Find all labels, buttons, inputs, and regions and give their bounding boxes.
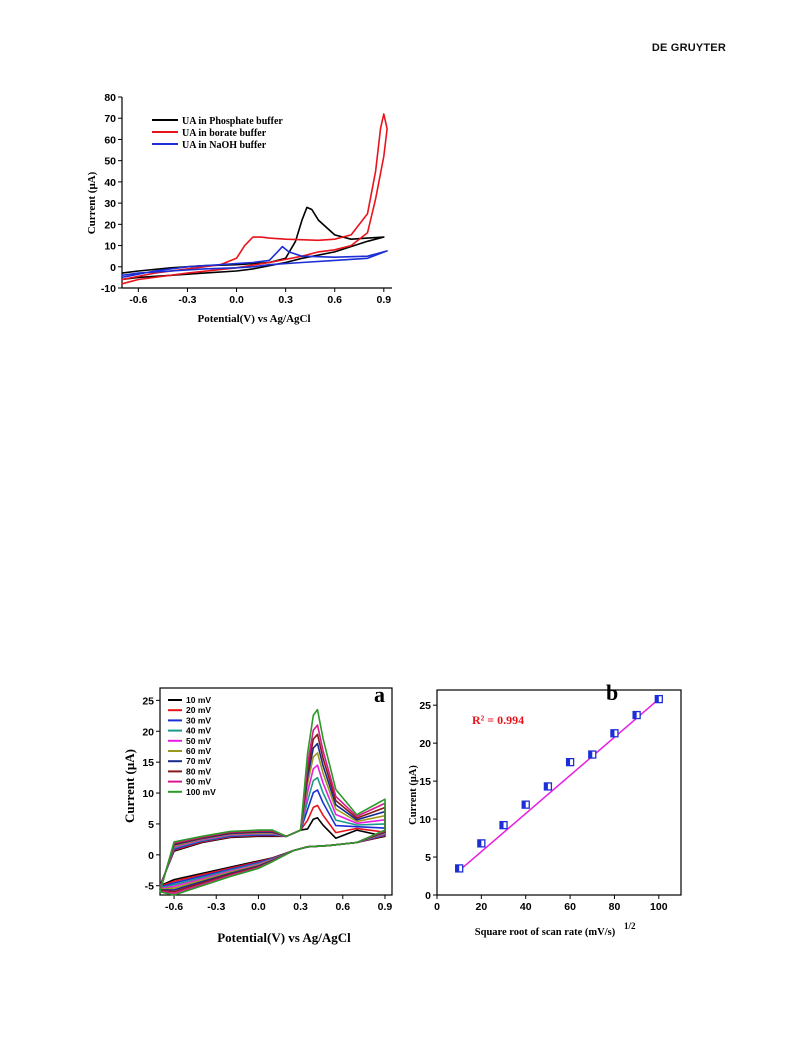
legend-label: 20 mV (186, 705, 211, 715)
y-tick-label: 80 (104, 92, 116, 104)
y-tick-label: 70 (104, 113, 116, 125)
b-xlabel-sup: 1/2 (624, 921, 636, 931)
legend-label: 10 mV (186, 695, 211, 705)
a-xlabel: Potential(V) vs Ag/AgCl (217, 930, 351, 945)
plot-frame (436, 689, 682, 896)
data-point-fill (633, 711, 637, 719)
x-tick-label: 0.9 (377, 294, 392, 306)
legend-label: 60 mV (186, 746, 211, 756)
x-tick-label: 80 (609, 901, 621, 913)
top-xlabel: Potential(V) vs Ag/AgCl (197, 313, 310, 325)
legend-label: UA in borate buffer (182, 128, 267, 139)
data-point-fill (588, 751, 593, 759)
x-tick-label: -0.3 (207, 901, 225, 913)
legend-label: 70 mV (186, 756, 211, 766)
b-ylabel: Current (μA) (408, 765, 419, 825)
cv-curve (159, 708, 386, 896)
legend-label: 90 mV (186, 777, 211, 787)
x-tick-label: 100 (650, 901, 668, 913)
y-tick-label: 30 (104, 198, 116, 210)
legend-label: 30 mV (186, 715, 211, 725)
legend-label: 50 mV (186, 736, 211, 746)
y-tick-label: 20 (104, 219, 116, 231)
y-tick-label: 15 (142, 757, 154, 769)
x-tick-label: 20 (476, 901, 488, 913)
legend-label: 80 mV (186, 766, 211, 776)
x-tick-label: 0.3 (293, 901, 308, 913)
cv-curve (121, 206, 385, 281)
legend-label: UA in NaOH buffer (182, 140, 267, 151)
data-point-fill (544, 782, 548, 790)
y-tick-label: 0 (110, 262, 116, 274)
y-tick-label: 20 (142, 726, 154, 738)
y-tick-label: 5 (148, 819, 154, 831)
top-ylabel: Current (μA) (86, 171, 98, 234)
publisher-name: DE GRUYTER (651, 42, 726, 54)
data-point-fill (566, 758, 571, 766)
y-tick-label: -5 (145, 881, 154, 893)
x-tick-label: 0.0 (251, 901, 266, 913)
fit-line (458, 698, 660, 872)
y-tick-label: 0 (425, 890, 431, 902)
y-tick-label: 20 (419, 738, 431, 750)
data-point-fill (655, 695, 659, 703)
x-tick-label: 60 (564, 901, 576, 913)
x-tick-label: 0 (434, 901, 440, 913)
cv-curve (121, 245, 388, 279)
y-tick-label: 5 (425, 852, 431, 864)
y-tick-label: 60 (104, 134, 116, 146)
data-point-fill (610, 729, 615, 737)
y-tick-label: 40 (104, 177, 116, 189)
x-tick-label: 0.0 (229, 294, 244, 306)
y-tick-label: 0 (148, 850, 154, 862)
data-point-fill (522, 801, 526, 809)
b-xlabel: Square root of scan rate (mV/s) (475, 927, 616, 938)
a-ylabel: Current (μA) (122, 749, 137, 823)
x-tick-label: 0.9 (378, 901, 393, 913)
x-tick-label: 40 (520, 901, 532, 913)
x-tick-label: 0.6 (335, 901, 350, 913)
legend-label: 100 mV (186, 787, 216, 797)
plot-frame (159, 687, 393, 896)
data-point-fill (477, 839, 482, 847)
data-point-fill (455, 864, 460, 872)
y-tick-label: 25 (419, 700, 431, 712)
x-tick-label: 0.6 (327, 294, 342, 306)
panel-label-b: b (606, 680, 618, 705)
y-tick-label: 10 (419, 814, 431, 826)
y-tick-label: 25 (142, 695, 154, 707)
x-tick-label: -0.3 (178, 294, 196, 306)
data-point-fill (500, 821, 504, 829)
panel-label-a: a (374, 682, 385, 707)
y-tick-label: 15 (419, 776, 431, 788)
r-squared-annotation: R² = 0.994 (472, 713, 524, 727)
y-tick-label: -10 (101, 283, 116, 295)
x-tick-label: -0.6 (129, 294, 147, 306)
x-tick-label: 0.3 (278, 294, 293, 306)
legend-label: UA in Phosphate buffer (182, 116, 283, 127)
legend-label: 40 mV (186, 726, 211, 736)
y-tick-label: 10 (142, 788, 154, 800)
cv-curve (121, 113, 388, 285)
y-tick-label: 50 (104, 156, 116, 168)
y-tick-label: 10 (104, 241, 116, 253)
x-tick-label: -0.6 (165, 901, 183, 913)
